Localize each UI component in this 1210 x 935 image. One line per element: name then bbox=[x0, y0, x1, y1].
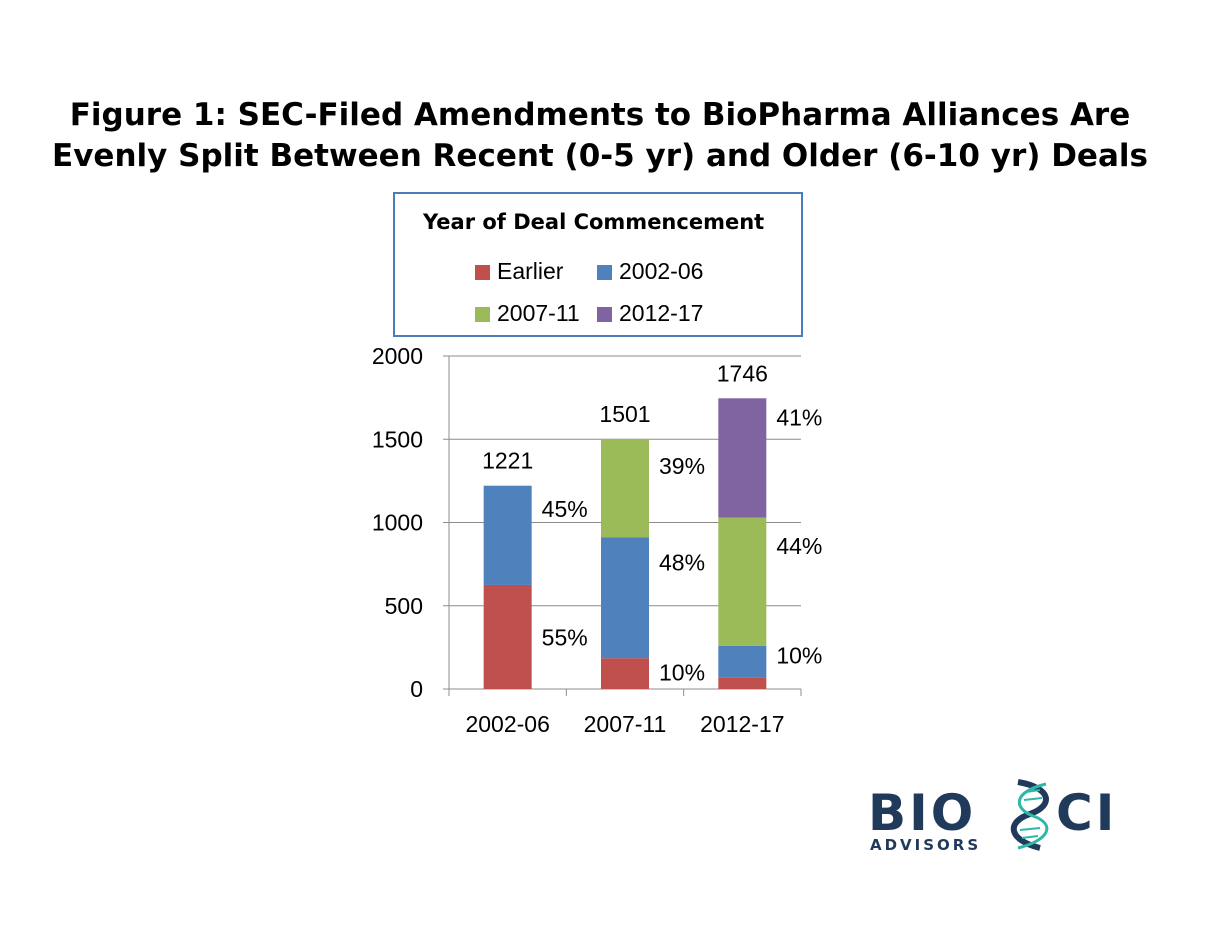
chart-title: Figure 1: SEC-Filed Amendments to BioPha… bbox=[0, 95, 1200, 177]
legend-swatch-2002-06 bbox=[597, 265, 612, 280]
percent-label: 48% bbox=[659, 549, 705, 575]
y-tick-label: 0 bbox=[410, 676, 423, 702]
legend-label-2002-06: 2002-06 bbox=[619, 258, 704, 284]
logo-text-bio: BIO bbox=[868, 784, 976, 842]
biosci-advisors-logo: BIO CI ADVISORS bbox=[868, 779, 1117, 854]
bar-2002-06-2002-06 bbox=[483, 485, 532, 585]
bar-earlier-2007-11 bbox=[601, 658, 649, 689]
percent-label: 45% bbox=[542, 496, 588, 522]
percent-label: 55% bbox=[542, 624, 588, 650]
legend-item-earlier: Earlier bbox=[475, 258, 563, 285]
x-category-label: 2012-17 bbox=[700, 711, 784, 737]
legend-item-2007-11: 2007-11 bbox=[475, 300, 580, 327]
legend-item-2012-17: 2012-17 bbox=[597, 300, 703, 327]
chart-title-line1: Figure 1: SEC-Filed Amendments to BioPha… bbox=[69, 97, 1131, 133]
bar-total-label: 1501 bbox=[599, 401, 650, 427]
legend-label-earlier: Earlier bbox=[497, 258, 564, 284]
bar-2002-06-2012-17 bbox=[718, 645, 767, 678]
legend-swatch-earlier bbox=[475, 265, 490, 280]
legend-label-2007-11: 2007-11 bbox=[497, 300, 580, 326]
y-tick-label: 500 bbox=[385, 593, 423, 619]
bar-earlier-2012-17 bbox=[718, 677, 767, 689]
y-tick-label: 1500 bbox=[372, 426, 423, 452]
percent-label: 39% bbox=[659, 453, 705, 479]
logo-text-ci: CI bbox=[1056, 784, 1117, 842]
x-category-label: 2002-06 bbox=[465, 711, 549, 737]
legend-label-2012-17: 2012-17 bbox=[619, 300, 704, 326]
bar-2002-06-2007-11 bbox=[601, 537, 649, 659]
percent-label: 41% bbox=[776, 405, 822, 431]
y-tick-label: 1000 bbox=[372, 510, 423, 536]
bar-total-label: 1746 bbox=[717, 360, 768, 386]
legend: Year of Deal Commencement Earlier 2002-0… bbox=[393, 192, 803, 337]
bar-2007-11-2007-11 bbox=[601, 439, 649, 538]
chart-title-line2: Evenly Split Between Recent (0-5 yr) and… bbox=[52, 138, 1148, 174]
legend-item-2002-06: 2002-06 bbox=[597, 258, 703, 285]
percent-label: 44% bbox=[776, 533, 822, 559]
percent-label: 10% bbox=[659, 659, 705, 685]
bar-total-label: 1221 bbox=[482, 448, 533, 474]
y-tick-label: 2000 bbox=[372, 343, 423, 369]
percent-label: 10% bbox=[776, 643, 822, 669]
bar-earlier-2002-06 bbox=[483, 584, 532, 689]
logo-subtitle: ADVISORS bbox=[870, 836, 981, 854]
x-category-label: 2007-11 bbox=[584, 711, 667, 737]
legend-title: Year of Deal Commencement bbox=[423, 210, 765, 234]
legend-swatch-2007-11 bbox=[475, 307, 490, 322]
bar-2007-11-2012-17 bbox=[718, 517, 767, 646]
legend-swatch-2012-17 bbox=[597, 307, 612, 322]
dna-helix-icon bbox=[1010, 779, 1049, 851]
bar-2012-17-2012-17 bbox=[718, 398, 767, 518]
